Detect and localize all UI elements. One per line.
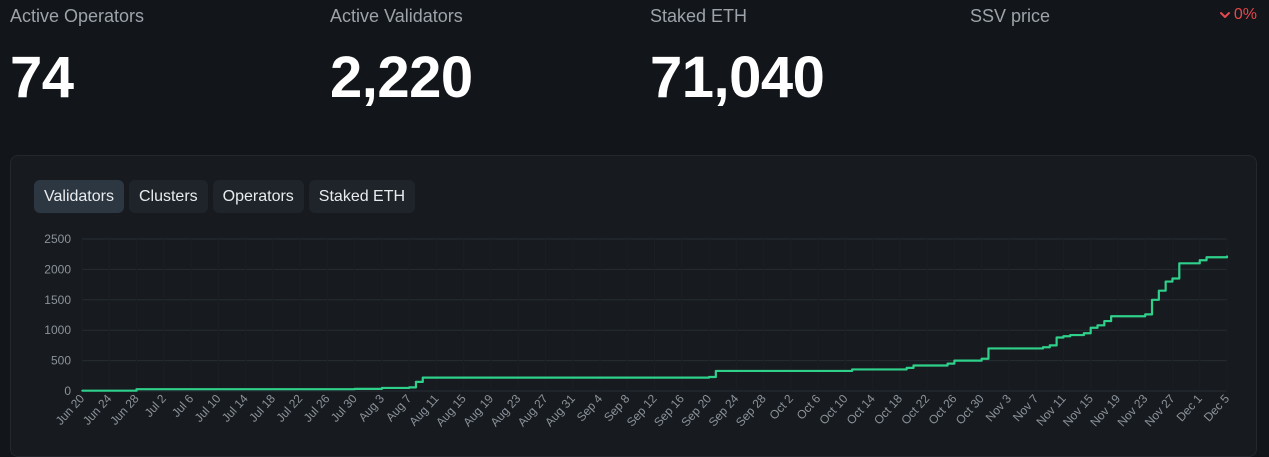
data-point [1151,299,1153,301]
x-tick-label: Sep 4 [574,391,606,424]
stat-label: Staked ETH [650,6,748,26]
data-point [1198,259,1201,262]
y-tick-label: 500 [51,354,71,368]
data-point [1048,344,1051,347]
x-tick-label: Oct 30 [953,391,987,427]
y-tick-label: 1000 [44,323,71,337]
x-tick-label: Sep 28 [733,391,769,429]
tab-clusters[interactable]: Clusters [128,180,208,213]
data-point [1164,280,1167,283]
data-point [905,367,908,369]
x-tick-label: Aug 3 [356,391,388,424]
stat-label: Active Validators [330,6,463,26]
chevron-down-icon [1219,12,1230,18]
tab-staked-eth[interactable]: Staked ETH [308,180,416,213]
data-point [1042,346,1044,349]
data-point [1205,256,1208,259]
data-point [980,357,983,360]
x-tick-label: Jun 28 [107,391,142,427]
x-tick-label: Oct 18 [871,391,905,427]
x-tick-label: Oct 14 [844,391,878,427]
data-point [135,388,138,390]
tab-operators[interactable]: Operators [212,180,304,213]
stat-label: Active Operators [10,6,145,26]
x-tick-label: Jul 2 [142,391,170,419]
data-point [1096,324,1099,327]
data-point [708,376,710,378]
x-tick-label: Oct 22 [898,391,932,427]
y-tick-label: 2500 [44,232,71,246]
x-tick-label: Jul 10 [192,391,224,424]
data-point [381,387,383,389]
x-tick-label: Jun 24 [80,391,115,427]
x-tick-label: Jul 14 [219,391,251,424]
data-point [1069,334,1072,336]
x-tick-label: Jul 26 [301,391,333,424]
chart-grid [81,238,1228,392]
data-point [81,389,83,392]
data-point [415,381,417,383]
x-tick-label: Aug 31 [542,391,578,429]
data-point [353,388,356,390]
data-point [721,370,724,372]
data-point [1158,289,1160,292]
x-tick-label: Nov 27 [1142,391,1178,429]
stat-value: 74 [10,45,74,110]
data-point [1083,332,1085,335]
x-tick-label: Oct 2 [766,391,796,422]
data-point [1171,277,1174,280]
y-axis: 0 500 1000 1500 2000 2500 [44,232,71,398]
stat-label: SSV price [970,6,1051,26]
data-point [1226,255,1228,257]
tab-validators[interactable]: Validators [34,180,124,213]
x-tick-label: Dec 1 [1174,391,1206,424]
data-point [1103,320,1106,322]
chart-series [81,255,1229,392]
x-tick-label: Oct 10 [816,391,850,427]
x-tick-label: Jul 22 [273,391,305,424]
stat-value: 2,220 [330,45,473,110]
data-point [953,359,956,362]
y-tick-label: 1500 [44,293,71,307]
data-point [1089,326,1092,329]
data-point [844,370,847,372]
data-point [408,386,410,389]
x-tick-label: Nov 3 [983,391,1015,424]
data-point [1035,347,1037,350]
x-tick-label: Jul 18 [246,391,278,424]
y-tick-label: 2000 [44,262,71,276]
x-tick-label: Oct 26 [926,391,960,427]
chart-tabs: Validators Clusters Operators Staked ETH [34,180,416,213]
data-point [1178,262,1181,265]
price-change-badge: 0% [1219,6,1257,24]
data-point [1144,313,1147,316]
data-point [851,368,853,371]
price-change-value: 0% [1233,6,1257,23]
data-point [715,370,717,372]
x-tick-label: Dec 5 [1201,391,1233,424]
data-point [946,362,949,365]
data-point [987,347,990,350]
data-point [421,376,424,379]
data-point [912,364,915,367]
stat-value: 71,040 [650,45,825,110]
data-point [1055,336,1058,339]
data-point [1062,335,1065,338]
y-tick-label: 0 [64,384,71,398]
x-tick-label: Jul 30 [328,391,360,424]
stats-bar: Active Operators 74 Active Validators 2,… [0,0,1269,140]
data-point [1110,315,1112,318]
